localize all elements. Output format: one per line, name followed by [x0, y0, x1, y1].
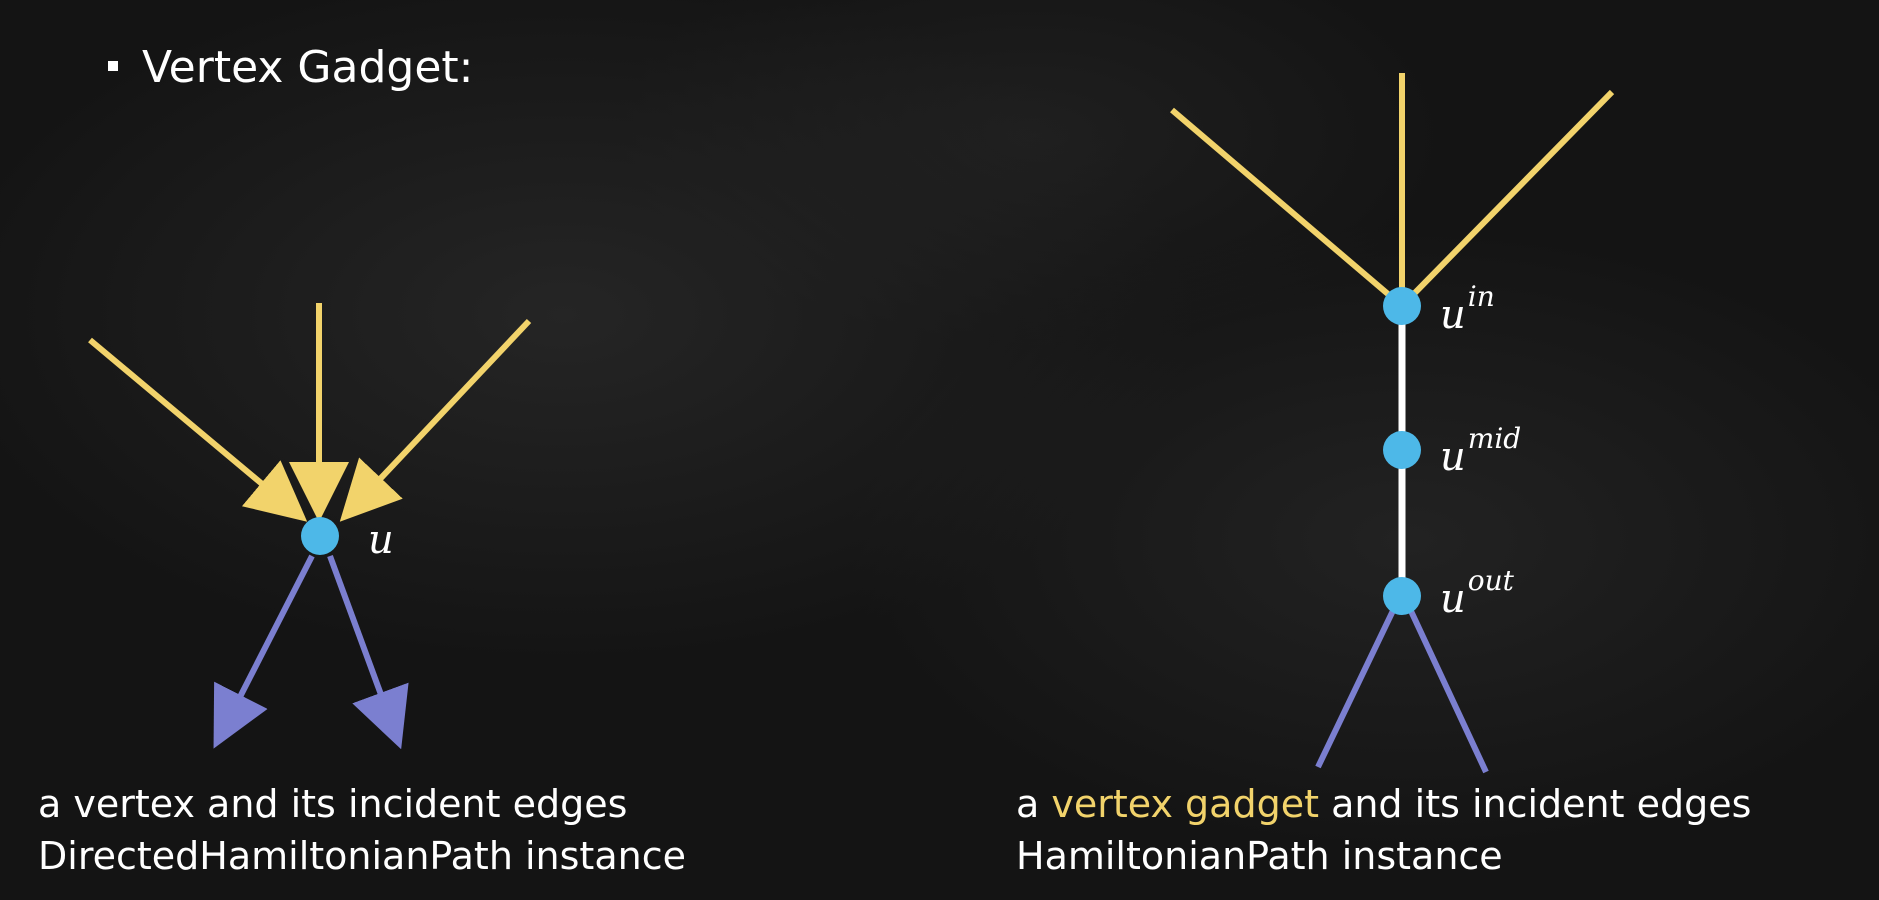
vertex-u-in-label: uin: [1440, 280, 1495, 338]
right-caption-suffix: and its incident edges: [1318, 782, 1752, 826]
right-gadget-figure: uin umid uout: [1170, 73, 1615, 774]
left-incoming-edge-1: [88, 337, 308, 522]
left-outgoing-edge-1: [213, 554, 315, 749]
right-caption-prefix: a: [1016, 782, 1052, 826]
left-caption-line1: a vertex and its incident edges: [38, 782, 628, 826]
right-caption-line2: HamiltonianPath instance: [1016, 834, 1503, 878]
u-out-base: u: [1440, 576, 1466, 622]
vertex-u-out-label: uout: [1440, 564, 1515, 622]
left-vertex-figure: u: [88, 303, 532, 750]
vertex-u-mid-label: umid: [1440, 422, 1521, 480]
right-outgoing-edge-1: [1315, 594, 1403, 769]
left-caption-line2: DirectedHamiltonianPath instance: [38, 834, 686, 878]
u-in-base: u: [1440, 292, 1466, 338]
vertex-u-in: [1383, 287, 1421, 325]
vertex-u-label: u: [368, 517, 394, 563]
vertex-gadget-highlight: vertex gadget: [1051, 782, 1319, 826]
vertex-u-out: [1383, 577, 1421, 615]
u-out-sup: out: [1468, 564, 1515, 597]
heading-text: Vertex Gadget:: [142, 42, 474, 93]
vertex-u: [301, 517, 339, 555]
u-mid-base: u: [1440, 434, 1466, 480]
right-outgoing-edge-2: [1401, 594, 1489, 774]
u-in-sup: in: [1468, 280, 1495, 313]
right-caption: a vertex gadget and its incident edges H…: [1016, 778, 1751, 882]
right-caption-line1: a vertex gadget and its incident edges: [1016, 778, 1751, 830]
vertex-u-mid: [1383, 431, 1421, 469]
left-outgoing-edge-2: [327, 554, 409, 750]
u-mid-sup: mid: [1468, 422, 1521, 455]
right-incoming-edge-1: [1170, 107, 1404, 309]
right-incoming-edge-3: [1399, 89, 1615, 309]
left-caption: a vertex and its incident edges Directed…: [38, 778, 686, 882]
slide-heading: Vertex Gadget:: [108, 38, 473, 98]
left-incoming-edge-3: [339, 318, 532, 522]
bullet-square-icon: [108, 61, 118, 71]
